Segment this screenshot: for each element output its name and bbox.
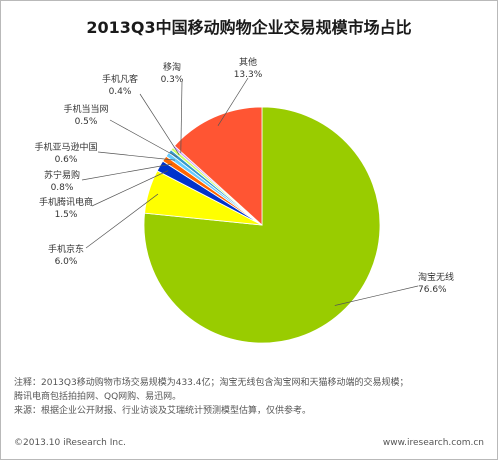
slice-label-value: 0.8% <box>51 183 74 193</box>
slice-label-value: 0.5% <box>75 117 98 127</box>
slice-label-name: 移淘 <box>163 61 181 73</box>
leader-line <box>180 81 183 153</box>
slice-label-name: 手机腾讯电商 <box>39 196 93 208</box>
note-line-2: 腾讯电商包括拍拍网、QQ网购、易迅网。 <box>14 392 182 402</box>
slice-label-name: 手机当当网 <box>63 103 108 115</box>
leader-line <box>81 163 173 181</box>
pie-chart: 淘宝无线 76.6% 手机京东 6.0% 手机腾讯电商 1.5% 苏宁易购 0.8% 手机亚马逊… <box>34 56 454 344</box>
note-line-3: 来源：根据企业公开财报、行业访谈及艾瑞统计预测模型估算，仅供参考。 <box>14 406 312 416</box>
website-text: www.iresearch.com.cn <box>382 438 484 448</box>
slice-label-value: 0.4% <box>109 87 132 97</box>
leader-line <box>139 93 180 155</box>
slice-label-name: 淘宝无线 <box>418 271 454 283</box>
slice-label-value: 1.5% <box>55 210 78 220</box>
pie-slice <box>173 106 263 226</box>
slice-label-value: 13.3% <box>234 70 263 80</box>
pie-slice <box>143 106 381 344</box>
leader-line <box>97 151 176 161</box>
slice-label-name: 苏宁易购 <box>44 169 80 181</box>
leader-line <box>217 77 249 126</box>
leader-line <box>91 170 169 207</box>
slice-label-name: 其他 <box>239 56 257 68</box>
leader-line <box>85 193 159 249</box>
slice-label-value: 0.6% <box>55 155 78 165</box>
slice-label-name: 手机亚马逊中国 <box>34 141 97 153</box>
slice-label-name: 手机凡客 <box>102 73 138 85</box>
pie-slices <box>143 106 381 344</box>
slice-labels: 淘宝无线 76.6% 手机京东 6.0% 手机腾讯电商 1.5% 苏宁易购 0.8% 手机亚马逊… <box>34 56 454 295</box>
slice-label-value: 76.6% <box>418 285 447 295</box>
slice-label-value: 0.3% <box>161 75 184 85</box>
slice-label-name: 手机京东 <box>48 243 84 255</box>
slice-label-value: 6.0% <box>55 257 78 267</box>
chart-title: 2013Q3中国移动购物企业交易规模市场占比 <box>86 18 412 37</box>
leader-line <box>109 119 178 158</box>
note-line-1: 注释：2013Q3移动购物市场交易规模为433.4亿；淘宝无线包含淘宝网和天猫移… <box>14 378 409 388</box>
leader-line <box>334 285 419 306</box>
copyright-text: ©2013.10 iResearch Inc. <box>14 438 126 448</box>
leader-lines <box>81 77 419 306</box>
chart-notes: 注释：2013Q3移动购物市场交易规模为433.4亿；淘宝无线包含淘宝网和天猫移… <box>14 376 488 418</box>
